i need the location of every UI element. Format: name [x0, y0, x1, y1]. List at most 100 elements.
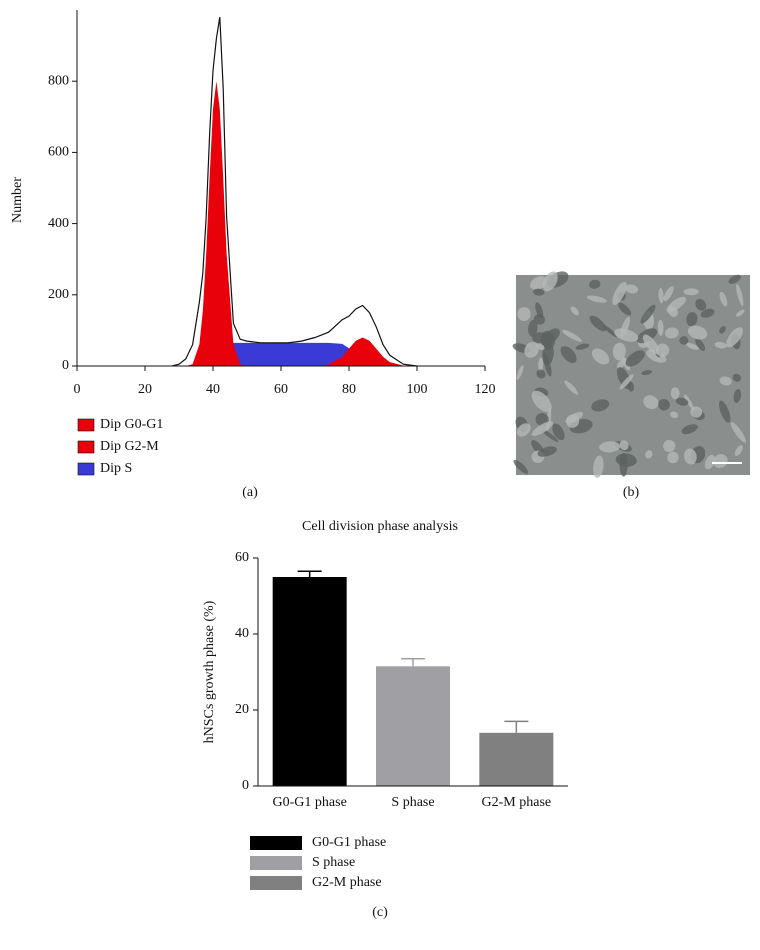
x-tick-label: 40: [206, 382, 220, 397]
cell: [714, 341, 727, 349]
cell: [612, 342, 626, 361]
y-tick-label: 20: [235, 702, 249, 717]
panel-label: (b): [623, 485, 640, 500]
cell: [730, 422, 746, 443]
cell: [513, 459, 529, 474]
legend-label: Dip G0-G1: [100, 417, 163, 432]
cell: [533, 288, 545, 296]
cell: [535, 343, 545, 350]
cell: [531, 421, 554, 436]
cell: [564, 380, 579, 395]
cell: [517, 307, 531, 322]
cell: [719, 291, 728, 307]
y-tick-label: 800: [48, 73, 69, 88]
cell: [535, 302, 544, 319]
cell: [552, 423, 565, 441]
cell: [728, 274, 741, 285]
legend-swatch: [250, 836, 302, 850]
cell: [732, 373, 742, 382]
cell: [646, 349, 667, 363]
cell: [625, 350, 645, 367]
cell: [586, 295, 607, 303]
cell: [614, 328, 639, 342]
y-tick-label: 40: [235, 626, 249, 641]
cell: [713, 454, 728, 468]
cell: [575, 343, 590, 350]
legend-label: Dip G2-M: [100, 439, 159, 454]
y-tick-label: 60: [235, 550, 249, 565]
cell: [667, 451, 679, 464]
cell: [658, 398, 670, 411]
panel-label: (a): [242, 485, 258, 500]
cell: [664, 327, 679, 339]
cell: [686, 312, 698, 327]
y-axis-label: hNSCs growth phase (%): [202, 600, 217, 743]
cell: [542, 271, 558, 292]
cell: [687, 325, 708, 340]
cell: [681, 424, 698, 435]
cell: [543, 328, 560, 344]
cell: [570, 306, 579, 316]
error-bar: [401, 657, 425, 667]
cell: [658, 287, 664, 304]
micrograph: [512, 271, 750, 478]
cell: [655, 343, 670, 357]
cell: [657, 319, 664, 336]
cell: [663, 439, 676, 453]
cell: [537, 446, 557, 457]
cell: [736, 283, 744, 307]
cell: [591, 399, 610, 412]
x-tick-label: G0-G1 phase: [273, 795, 347, 810]
cell: [589, 315, 607, 332]
legend-swatch: [77, 462, 95, 476]
legend-label: S phase: [312, 855, 355, 870]
y-tick-label: 200: [48, 287, 69, 302]
x-tick-label: 100: [407, 382, 428, 397]
cell: [536, 369, 546, 379]
cell: [726, 327, 743, 348]
cell: [663, 286, 674, 302]
legend-label: Dip S: [100, 461, 132, 476]
legend-swatch: [77, 418, 95, 432]
cell: [562, 329, 582, 342]
cell: [666, 296, 687, 313]
error-bar: [504, 720, 529, 733]
error-bar: [297, 570, 322, 577]
cell: [531, 390, 552, 412]
legend-label: G0-G1 phase: [312, 835, 386, 850]
cell: [686, 342, 699, 350]
cell: [524, 341, 539, 358]
y-tick-label: 400: [48, 216, 69, 231]
area: [172, 81, 417, 366]
cell: [565, 411, 583, 424]
cell: [538, 357, 544, 373]
cell: [642, 334, 660, 355]
x-tick-label: 0: [74, 382, 81, 397]
cell: [591, 348, 610, 365]
cell: [675, 397, 689, 406]
bar: [272, 577, 347, 786]
cell: [719, 326, 726, 334]
y-tick-label: 0: [62, 358, 69, 373]
cell: [528, 319, 538, 337]
cell: [516, 423, 531, 437]
cell: [700, 308, 715, 318]
cell: [533, 314, 546, 325]
x-tick-label: 120: [475, 382, 496, 397]
x-tick-label: 60: [274, 382, 288, 397]
legend-label: G2-M phase: [312, 875, 382, 890]
cell: [645, 450, 653, 459]
cell: [683, 394, 694, 410]
cell: [670, 387, 680, 400]
cell: [602, 324, 618, 338]
cell: [560, 346, 577, 364]
cell: [683, 448, 697, 465]
cell: [530, 276, 547, 290]
y-tick-label: 0: [242, 778, 249, 793]
cell: [683, 288, 699, 296]
cell: [619, 374, 634, 390]
legend-swatch: [250, 856, 302, 870]
cell: [589, 279, 601, 289]
cell: [625, 284, 639, 294]
x-tick-label: 20: [138, 382, 152, 397]
